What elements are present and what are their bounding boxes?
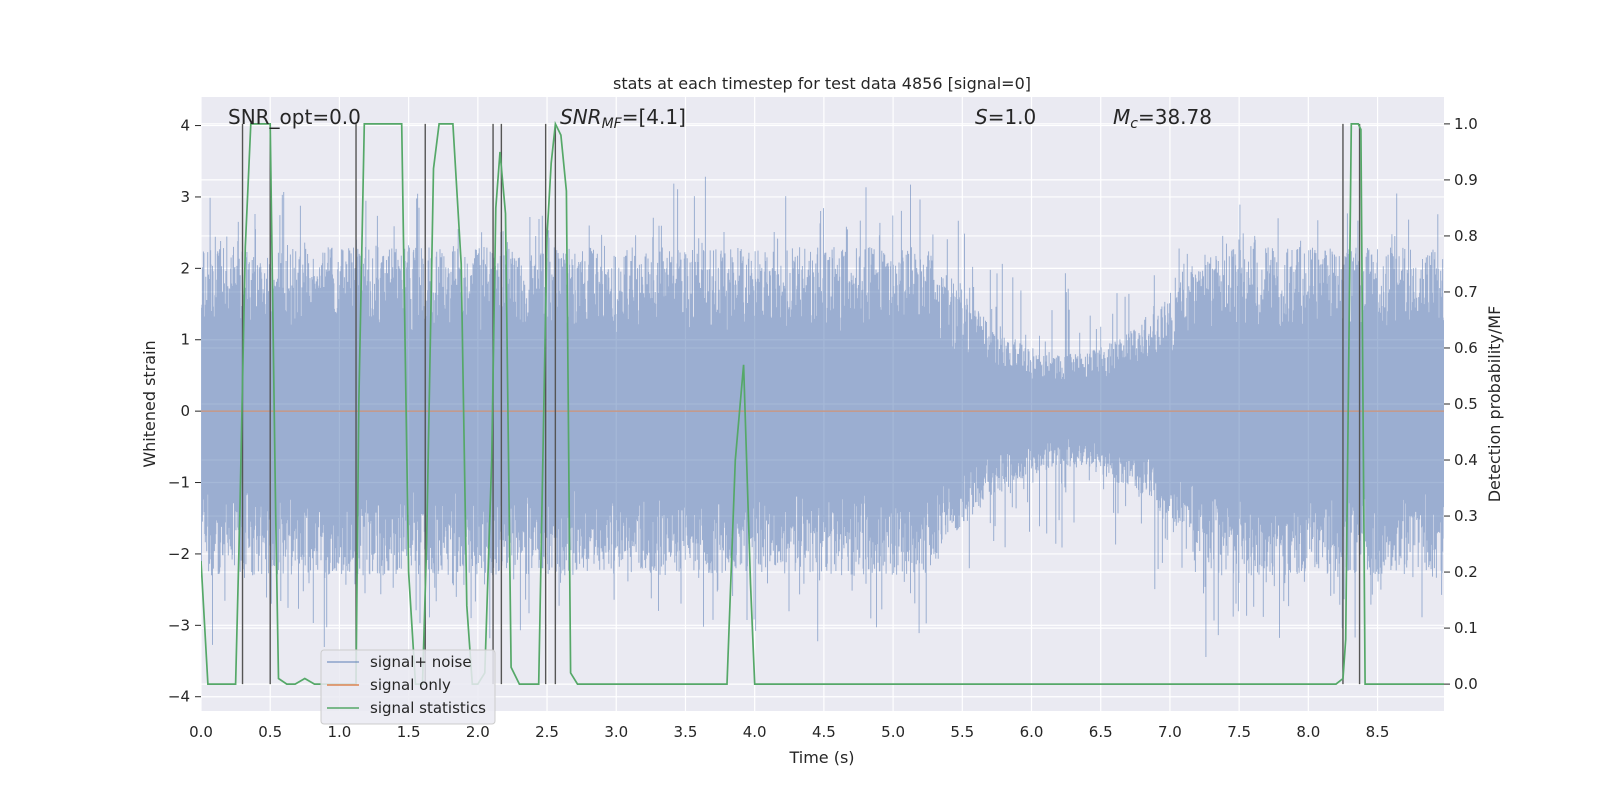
x-tick-label: 5.0 bbox=[881, 723, 905, 741]
legend-box bbox=[320, 649, 496, 725]
mc-annotation: Mc=38.78 bbox=[1113, 105, 1212, 132]
x-tick-label: 5.5 bbox=[950, 723, 974, 741]
x-axis-ticks: 0.0 0.5 1.0 1.5 2.0 2.5 3.0 3.5 4.0 4.5 5.0 5.5 6.0 6… bbox=[189, 723, 1389, 741]
s-value: =1.0 bbox=[988, 105, 1037, 129]
x-tick-label: 2.0 bbox=[466, 723, 490, 741]
y-tick-label: 0 bbox=[180, 402, 190, 420]
snr-mf-subscript: MF bbox=[602, 116, 623, 132]
y-tick-label: −1 bbox=[168, 474, 190, 492]
y2-tick-label: 0.0 bbox=[1454, 675, 1478, 693]
y2-tick-label: 0.6 bbox=[1454, 339, 1478, 357]
x-tick-label: 3.0 bbox=[604, 723, 628, 741]
left-axis-ticks: 4 3 2 1 0 −1 −2 −3 −4 bbox=[168, 117, 201, 706]
x-tick-label: 7.5 bbox=[1227, 723, 1251, 741]
x-tick-label: 7.0 bbox=[1158, 723, 1182, 741]
s-annotation: S=1.0 bbox=[975, 105, 1036, 129]
y2-tick-label: 0.5 bbox=[1454, 395, 1478, 413]
y2-axis-label: Detection probability/MF bbox=[1485, 306, 1504, 503]
y-tick-label: −2 bbox=[168, 545, 190, 563]
x-axis-label: Time (s) bbox=[788, 748, 854, 767]
x-tick-label: 1.0 bbox=[327, 723, 351, 741]
y-tick-label: 3 bbox=[180, 188, 190, 206]
x-tick-label: 4.5 bbox=[812, 723, 836, 741]
legend-label-signal-statistics: signal statistics bbox=[370, 699, 486, 717]
right-axis-ticks: 1.0 0.9 0.8 0.7 0.6 0.5 0.4 0.3 0.2 0.1 0.0 bbox=[1444, 115, 1478, 693]
y2-tick-label: 1.0 bbox=[1454, 115, 1478, 133]
snr-mf-symbol: SNR bbox=[560, 105, 602, 129]
x-tick-label: 2.5 bbox=[535, 723, 559, 741]
y2-tick-label: 0.8 bbox=[1454, 227, 1478, 245]
y-tick-label: −3 bbox=[168, 616, 190, 634]
y2-tick-label: 0.2 bbox=[1454, 563, 1478, 581]
y-tick-label: −4 bbox=[168, 688, 190, 706]
x-tick-label: 3.5 bbox=[674, 723, 698, 741]
y-tick-label: 1 bbox=[180, 331, 190, 349]
x-tick-label: 0.5 bbox=[258, 723, 282, 741]
s-symbol: S bbox=[975, 105, 988, 129]
y2-tick-label: 0.9 bbox=[1454, 171, 1478, 189]
x-tick-label: 1.5 bbox=[397, 723, 421, 741]
mc-symbol: M bbox=[1113, 105, 1130, 129]
y2-tick-label: 0.3 bbox=[1454, 507, 1478, 525]
legend-label-signal-noise: signal+ noise bbox=[370, 653, 472, 671]
y2-tick-label: 0.7 bbox=[1454, 283, 1478, 301]
snr-mf-annotation: SNRMF=[4.1] bbox=[560, 105, 686, 132]
x-tick-label: 0.0 bbox=[189, 723, 213, 741]
legend: signal+ noise signal only signal statist… bbox=[320, 649, 496, 725]
y-tick-label: 2 bbox=[180, 259, 190, 277]
x-tick-label: 6.5 bbox=[1089, 723, 1113, 741]
y2-tick-label: 0.4 bbox=[1454, 451, 1478, 469]
x-tick-label: 8.5 bbox=[1366, 723, 1390, 741]
snr-mf-value: =[4.1] bbox=[622, 105, 686, 129]
x-tick-label: 6.0 bbox=[1020, 723, 1044, 741]
y-axis-label: Whitened strain bbox=[140, 340, 159, 467]
y-tick-label: 4 bbox=[180, 117, 190, 135]
snr-opt-annotation: SNR_opt=0.0 bbox=[228, 105, 361, 129]
chart-title: stats at each timestep for test data 485… bbox=[613, 74, 1031, 93]
legend-label-signal-only: signal only bbox=[370, 676, 451, 694]
mc-subscript: c bbox=[1130, 116, 1138, 132]
y2-tick-label: 0.1 bbox=[1454, 619, 1478, 637]
x-tick-label: 4.0 bbox=[743, 723, 767, 741]
mc-value: =38.78 bbox=[1138, 105, 1212, 129]
x-tick-label: 8.0 bbox=[1296, 723, 1320, 741]
